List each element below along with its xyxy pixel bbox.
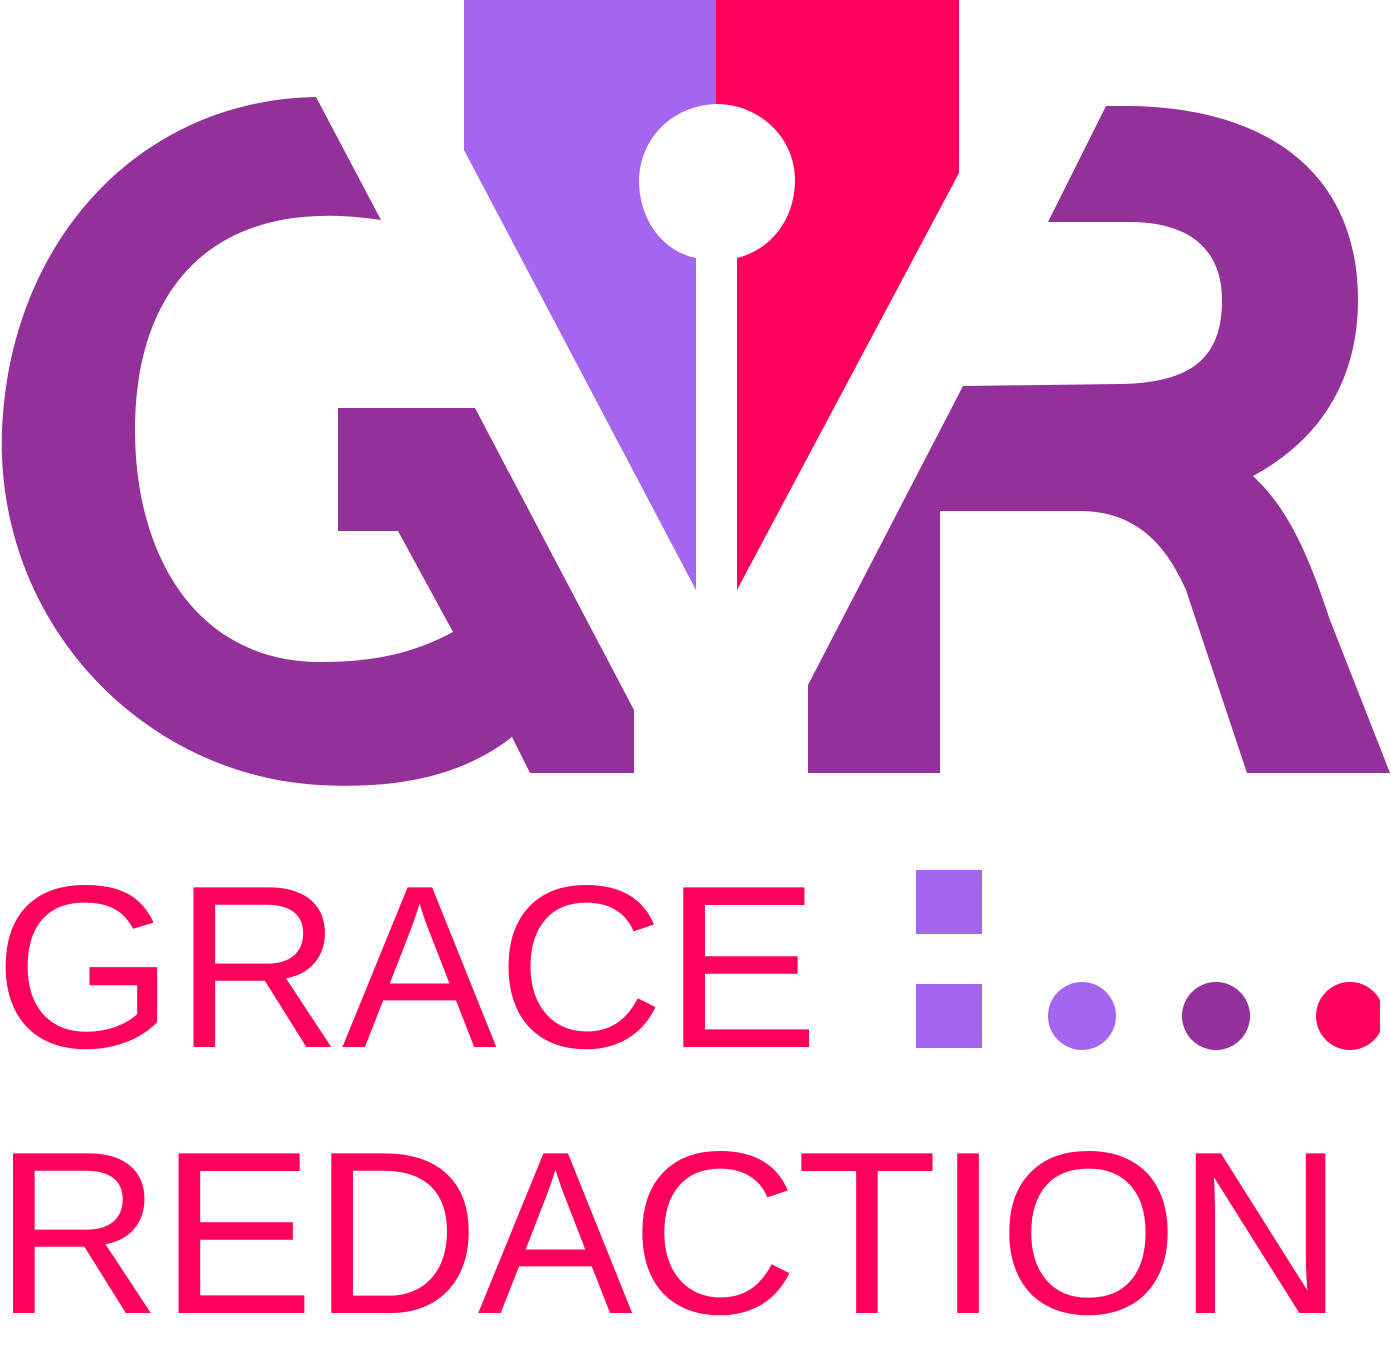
colon-icon (916, 984, 982, 1048)
ellipsis-icon (916, 870, 1380, 1050)
wordmark-redaction: REDACTION (0, 1104, 1344, 1363)
dot-icon (1048, 982, 1116, 1050)
letter-g-icon (1, 97, 635, 786)
pen-nib-icon (716, 0, 959, 590)
dot-icon (1182, 982, 1250, 1050)
colon-icon (916, 870, 982, 934)
monogram-gr (1, 0, 1390, 786)
pen-nib-icon (464, 0, 716, 590)
wordmark-grace: GRACE (0, 838, 820, 1097)
letter-r-icon (808, 106, 1390, 773)
dot-icon (1316, 982, 1380, 1050)
